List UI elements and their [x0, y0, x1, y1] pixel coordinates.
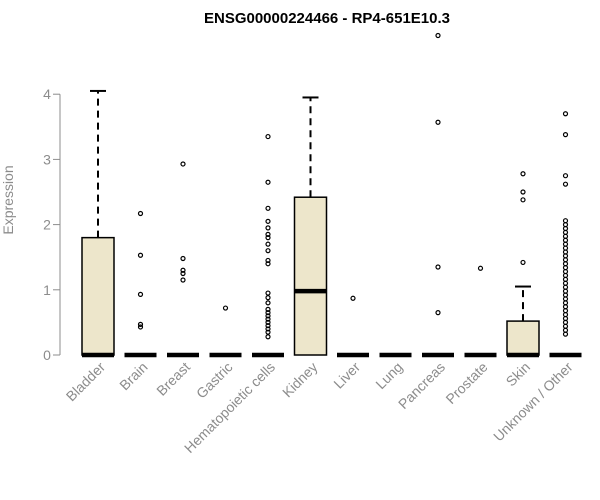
outlier-point	[137, 291, 144, 297]
outlier-point	[180, 267, 186, 273]
box-unknown-other	[549, 111, 582, 358]
outlier-point	[562, 132, 569, 138]
x-category-label: Prostate	[442, 359, 490, 407]
outlier-point	[562, 218, 569, 224]
outlier-point	[265, 248, 271, 254]
outlier-point	[180, 255, 186, 262]
box-body	[293, 196, 328, 356]
outlier-point	[435, 310, 441, 316]
x-category-label: Pancreas	[395, 359, 448, 412]
box-liver	[337, 295, 369, 358]
outlier-point	[265, 231, 271, 237]
outlier-point	[435, 119, 441, 125]
outlier-point	[265, 323, 271, 329]
box-body	[506, 320, 540, 356]
x-category-label: Breast	[153, 359, 193, 399]
x-category-label: Bladder	[63, 359, 109, 405]
chart-title: ENSG00000224466 - RP4-651E10.3	[204, 10, 450, 27]
x-category-label: Brain	[116, 359, 150, 393]
outlier-point	[265, 329, 271, 335]
outlier-point	[435, 32, 441, 39]
box-breast	[167, 161, 199, 358]
box-hematopoietic-cells	[252, 133, 284, 358]
outlier-point	[265, 225, 271, 231]
box-prostate	[464, 265, 497, 358]
outlier-point	[265, 218, 271, 224]
box-bladder	[81, 89, 115, 358]
outlier-point	[265, 310, 271, 316]
y-tick-label: 0	[43, 347, 51, 363]
outlier-point	[265, 295, 271, 301]
y-tick-label: 1	[43, 282, 51, 298]
outlier-point	[562, 173, 569, 179]
outlier-point	[265, 306, 271, 312]
y-tick-label: 3	[43, 151, 51, 167]
outlier-point	[137, 252, 144, 258]
outlier-point	[520, 259, 526, 266]
outlier-point	[520, 197, 526, 203]
box-kidney	[293, 96, 328, 356]
x-category-label: Unknown / Other	[490, 359, 576, 445]
outlier-point	[222, 305, 229, 311]
x-category-label: Skin	[503, 359, 534, 390]
box-body	[81, 236, 115, 356]
boxes-layer	[81, 32, 582, 358]
y-axis-label: Expression	[0, 165, 16, 234]
outlier-point	[265, 313, 271, 319]
outlier-point	[265, 205, 271, 211]
outlier-point	[137, 321, 144, 327]
outlier-point	[265, 290, 271, 296]
outlier-point	[137, 324, 144, 330]
outlier-point	[180, 161, 186, 167]
outlier-point	[477, 265, 484, 271]
box-skin	[506, 171, 540, 358]
outlier-point	[180, 270, 186, 277]
x-category-label: Lung	[372, 359, 405, 392]
y-tick-label: 4	[43, 86, 51, 102]
outlier-point	[265, 319, 271, 325]
outlier-point	[265, 179, 271, 185]
box-brain	[124, 210, 157, 358]
outlier-point	[265, 334, 271, 340]
outlier-point	[180, 277, 186, 283]
outlier-point	[265, 326, 271, 332]
y-tick-label: 2	[43, 217, 51, 233]
outlier-point	[265, 241, 271, 247]
outlier-point	[520, 171, 526, 177]
outlier-point	[265, 257, 271, 264]
outlier-point	[265, 261, 271, 267]
outlier-point	[562, 111, 569, 117]
box-gastric	[209, 305, 242, 358]
box-pancreas	[422, 32, 454, 358]
x-category-label: Kidney	[279, 359, 321, 401]
outlier-point	[435, 264, 441, 270]
outlier-point	[265, 316, 271, 322]
outlier-point	[562, 181, 569, 187]
outlier-point	[265, 133, 271, 140]
x-category-label: Liver	[330, 359, 363, 392]
outlier-point	[350, 295, 356, 301]
outlier-point	[265, 300, 271, 306]
outlier-point	[137, 210, 144, 217]
outlier-point	[265, 235, 271, 241]
y-axis: 0 1 2 3 4	[43, 86, 61, 363]
outlier-point	[520, 189, 526, 195]
